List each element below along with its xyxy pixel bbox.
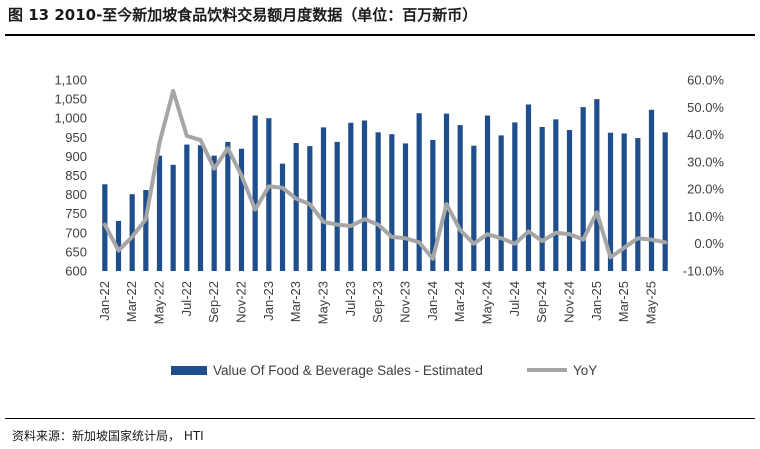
right-axis-ticks: 60.0% 50.0% 40.0% 30.0% 20.0% 10.0% 0.0% -10.0% <box>683 73 725 279</box>
x-tick-label: Jan-25 <box>589 281 604 321</box>
left-tick-label: 1,100 <box>54 73 87 88</box>
bar-May-22 <box>156 155 163 271</box>
bar-May-23 <box>320 127 327 272</box>
bar-Mar-22 <box>129 194 135 271</box>
right-tick-label: 40.0% <box>687 127 724 142</box>
bar-Apr-23 <box>307 146 313 271</box>
x-tick-label: Jul-22 <box>179 281 194 316</box>
bar-Jul-23 <box>348 122 354 271</box>
right-tick-label: 60.0% <box>687 73 724 88</box>
x-tick-label: May-23 <box>316 281 331 324</box>
left-tick-label: 750 <box>65 206 87 221</box>
bar-Sep-22 <box>211 155 217 271</box>
bar-May-24 <box>484 115 491 271</box>
bar-Apr-24 <box>471 145 477 271</box>
bar-Jul-22 <box>184 144 190 271</box>
x-axis-ticks: Jan-22 Mar-22 May-22 Jul-22 Sep-22 Nov-22 Jan-… <box>97 281 659 324</box>
bar-Oct-22 <box>225 141 231 271</box>
x-tick-label: Jan-24 <box>425 281 440 321</box>
right-tick-label: 0.0% <box>694 236 724 251</box>
right-tick-label: 10.0% <box>687 209 724 224</box>
legend-line-label: YoY <box>573 363 597 378</box>
bar-Aug-22 <box>197 145 204 271</box>
title-rule <box>5 34 755 36</box>
left-tick-label: 1,000 <box>54 111 87 126</box>
right-tick-label: 30.0% <box>687 154 724 169</box>
bar-Oct-23 <box>389 134 395 271</box>
x-tick-label: Mar-22 <box>124 281 139 322</box>
figure-title: 图 13 2010-至今新加坡食品饮料交易额月度数据（单位：百万新币） <box>8 6 478 24</box>
x-tick-label: Jul-23 <box>343 281 358 316</box>
left-tick-label: 700 <box>65 225 87 240</box>
x-tick-label: Mar-24 <box>452 281 467 322</box>
left-tick-label: 600 <box>65 264 87 279</box>
x-tick-label: May-22 <box>152 281 167 324</box>
left-tick-label: 1,050 <box>54 92 87 107</box>
bar-Dec-24 <box>580 107 586 272</box>
bar-Mar-25 <box>621 133 627 271</box>
source-rule <box>5 418 755 419</box>
x-tick-label: May-24 <box>480 281 495 324</box>
left-tick-label: 650 <box>65 244 87 259</box>
x-tick-label: Sep-23 <box>370 281 385 323</box>
legend: Value Of Food & Beverage Sales - Estimat… <box>171 363 597 378</box>
x-tick-label: Mar-25 <box>616 281 631 322</box>
bar-Nov-23 <box>402 143 409 271</box>
bar-Jun-24 <box>498 135 504 271</box>
x-tick-label: Mar-23 <box>288 281 303 322</box>
x-tick-label: Jan-23 <box>261 281 276 321</box>
x-tick-label: Sep-22 <box>206 281 221 323</box>
yoy-line-series <box>102 88 668 261</box>
bar-Jan-23 <box>266 118 272 271</box>
right-tick-label: 50.0% <box>687 100 724 115</box>
legend-bar-label: Value Of Food & Beverage Sales - Estimat… <box>213 363 483 378</box>
bar-Nov-22 <box>238 148 245 271</box>
bar-Jun-23 <box>334 141 340 271</box>
bar-Sep-24 <box>539 126 545 272</box>
bar-Jun-25 <box>662 132 668 271</box>
bar-May-25 <box>648 109 655 271</box>
x-tick-label: Jul-24 <box>507 281 522 316</box>
bar-Feb-24 <box>443 113 450 272</box>
bar-Apr-25 <box>635 138 641 271</box>
left-tick-label: 850 <box>65 168 87 183</box>
bar-Dec-22 <box>252 115 258 271</box>
bar-Jul-24 <box>512 122 518 272</box>
bar-Jan-25 <box>594 99 600 271</box>
x-tick-label: May-25 <box>644 281 659 324</box>
bar-Dec-23 <box>416 113 422 271</box>
left-tick-label: 900 <box>65 149 87 164</box>
left-tick-label: 950 <box>65 130 87 145</box>
bar-Nov-24 <box>566 130 573 271</box>
source-note: 资料来源：新加坡国家统计局， HTI <box>12 429 204 443</box>
right-tick-label: -10.0% <box>683 264 725 279</box>
bar-Feb-22 <box>115 220 122 271</box>
bar-Aug-24 <box>525 104 532 271</box>
bar-series <box>102 99 668 272</box>
right-tick-label: 20.0% <box>687 182 724 197</box>
bar-Aug-23 <box>361 120 368 272</box>
x-tick-label: Jan-22 <box>97 281 112 321</box>
x-tick-label: Nov-22 <box>234 281 249 323</box>
left-axis-ticks: 1,100 1,050 1,000 950 900 850 800 750 700 650 600 <box>54 73 87 279</box>
bar-Feb-25 <box>607 132 614 271</box>
x-tick-label: Nov-23 <box>398 281 413 323</box>
bar-Jan-24 <box>430 139 436 271</box>
legend-bar-swatch <box>171 366 207 375</box>
bar-Apr-22 <box>143 190 149 271</box>
bar-Mar-23 <box>293 143 299 271</box>
bar-Sep-23 <box>375 132 381 271</box>
x-tick-label: Sep-24 <box>534 281 549 323</box>
bar-Mar-24 <box>457 125 463 271</box>
bar-Feb-23 <box>279 163 286 271</box>
bar-Oct-24 <box>553 119 559 271</box>
yoy-line <box>102 88 668 261</box>
x-tick-label: Nov-24 <box>562 281 577 323</box>
bar-Jun-22 <box>170 164 176 271</box>
left-tick-label: 800 <box>65 187 87 202</box>
